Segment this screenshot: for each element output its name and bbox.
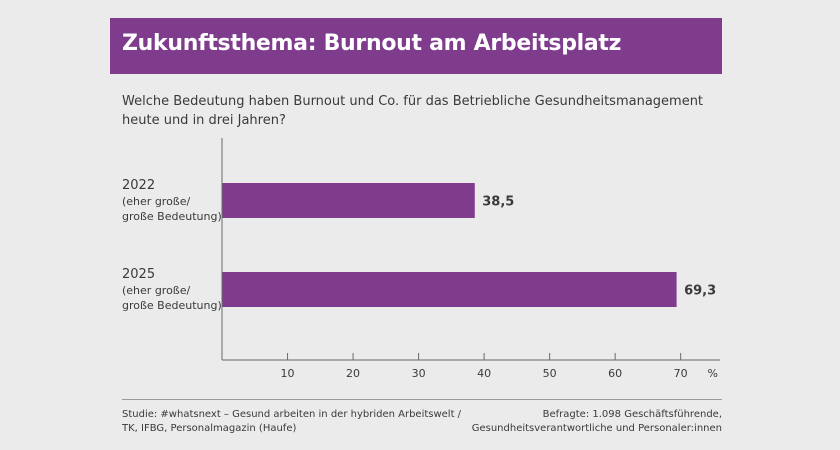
x-tick-label: 30 — [412, 367, 426, 380]
x-axis-unit: % — [708, 367, 718, 380]
category-sub: große Bedeutung) — [122, 210, 222, 223]
x-tick-label: 60 — [608, 367, 622, 380]
source-line: Studie: #whatsnext – Gesund arbeiten in … — [122, 409, 462, 420]
data-label: 38,5 — [482, 195, 514, 210]
x-tick-label: 70 — [674, 367, 688, 380]
category-year: 2025 — [122, 267, 156, 282]
x-tick-label: 50 — [543, 367, 557, 380]
source-line: TK, IFBG, Personalmagazin (Haufe) — [122, 423, 297, 434]
category-label-2025: 2025 (eher große/ große Bedeutung) — [122, 266, 222, 313]
source-note: Studie: #whatsnext – Gesund arbeiten in … — [122, 408, 461, 436]
category-sub: (eher große/ — [122, 195, 191, 208]
x-tick-label: 20 — [346, 367, 360, 380]
category-sub: (eher große/ — [122, 284, 191, 297]
bar-2022 — [222, 183, 475, 218]
chart-subtitle: Welche Bedeutung haben Burnout und Co. f… — [122, 94, 704, 128]
respondents-note: Befragte: 1.098 Geschäftsführende, Gesun… — [472, 408, 722, 436]
respondents-line: Befragte: 1.098 Geschäftsführende, — [542, 409, 722, 420]
x-tick-label: 40 — [477, 367, 491, 380]
category-sub: große Bedeutung) — [122, 299, 222, 312]
category-year: 2022 — [122, 178, 156, 193]
footer-divider — [122, 399, 722, 400]
x-tick-label: 10 — [281, 367, 295, 380]
data-label: 69,3 — [684, 284, 716, 299]
respondents-line: Gesundheitsverantwortliche und Personale… — [471, 423, 722, 434]
bar-2025 — [222, 272, 677, 307]
category-label-2022: 2022 (eher große/ große Bedeutung) — [122, 177, 222, 224]
chart-title: Zukunftsthema: Burnout am Arbeitsplatz — [122, 31, 622, 56]
title-banner: Zukunftsthema: Burnout am Arbeitsplatz — [110, 18, 722, 74]
